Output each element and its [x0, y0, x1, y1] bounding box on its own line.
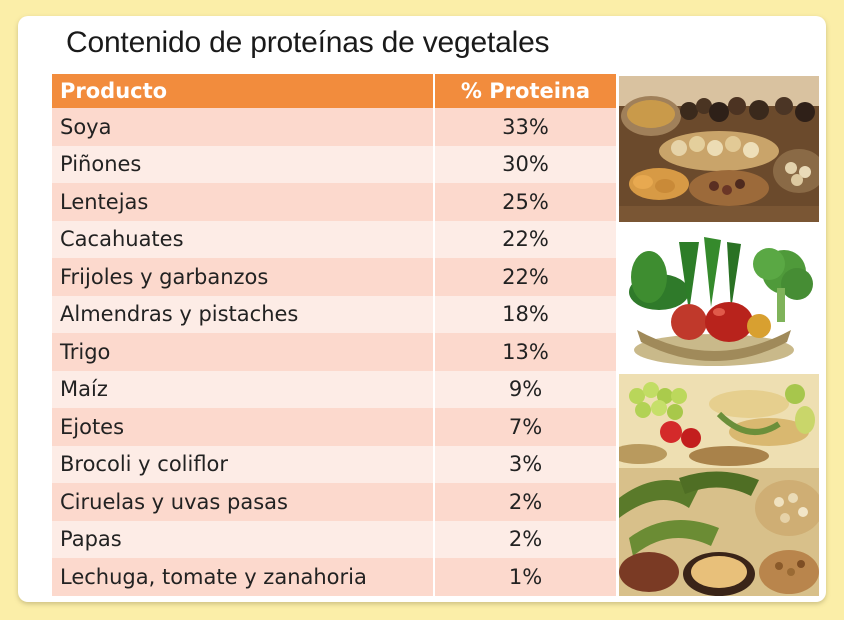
column-header-proteina: % Proteina [434, 74, 616, 108]
grapes-and-legumes-photo [619, 374, 819, 468]
table-row: Cacahuates 22% [52, 220, 616, 258]
producto-cell: Lechuga, tomate y zanahoria [52, 558, 435, 596]
proteina-cell: 30% [434, 145, 616, 183]
green-vegetables-bowl-photo [619, 222, 819, 374]
column-header-producto: Producto [52, 74, 435, 108]
table-header-row: Producto % Proteina [52, 74, 616, 108]
proteina-cell: 2% [434, 483, 616, 521]
table-row: Papas 2% [52, 520, 616, 558]
table-row: Lechuga, tomate y zanahoria 1% [52, 558, 616, 596]
page-title: Contenido de proteínas de vegetales [66, 26, 550, 59]
table-row: Ciruelas y uvas pasas 2% [52, 483, 616, 521]
producto-cell: Almendras y pistaches [52, 295, 435, 333]
table-row: Piñones 30% [52, 145, 616, 183]
table-row: Brocoli y coliflor 3% [52, 445, 616, 483]
table-body: Soya 33% Piñones 30% Lentejas 25% Cacahuates 22… [52, 108, 616, 596]
producto-cell: Ejotes [52, 408, 435, 446]
food-photos-column [619, 74, 819, 596]
table-row: Frijoles y garbanzos 22% [52, 258, 616, 296]
producto-cell: Ciruelas y uvas pasas [52, 483, 435, 521]
producto-cell: Maíz [52, 370, 435, 408]
proteina-cell: 3% [434, 445, 616, 483]
proteina-cell: 22% [434, 258, 616, 296]
proteina-cell: 2% [434, 520, 616, 558]
producto-cell: Cacahuates [52, 220, 435, 258]
proteina-cell: 33% [434, 108, 616, 146]
protein-table: Producto % Proteina Soya 33% Piñones 30% Len… [52, 74, 616, 596]
table-row: Almendras y pistaches 18% [52, 295, 616, 333]
proteina-cell: 18% [434, 295, 616, 333]
content-card: Contenido de proteínas de vegetales Prod… [18, 16, 826, 602]
nuts-and-dried-fruits-photo [619, 76, 819, 222]
producto-cell: Papas [52, 520, 435, 558]
proteina-cell: 13% [434, 333, 616, 371]
table-row: Maíz 9% [52, 370, 616, 408]
table-row: Ejotes 7% [52, 408, 616, 446]
producto-cell: Soya [52, 108, 435, 146]
table-row: Soya 33% [52, 108, 616, 146]
proteina-cell: 9% [434, 370, 616, 408]
producto-cell: Piñones [52, 145, 435, 183]
proteina-cell: 1% [434, 558, 616, 596]
producto-cell: Frijoles y garbanzos [52, 258, 435, 296]
table-row: Lentejas 25% [52, 183, 616, 221]
proteina-cell: 7% [434, 408, 616, 446]
producto-cell: Lentejas [52, 183, 435, 221]
proteina-cell: 22% [434, 220, 616, 258]
producto-cell: Trigo [52, 333, 435, 371]
producto-cell: Brocoli y coliflor [52, 445, 435, 483]
table-row: Trigo 13% [52, 333, 616, 371]
proteina-cell: 25% [434, 183, 616, 221]
beans-and-grains-photo [619, 468, 819, 596]
